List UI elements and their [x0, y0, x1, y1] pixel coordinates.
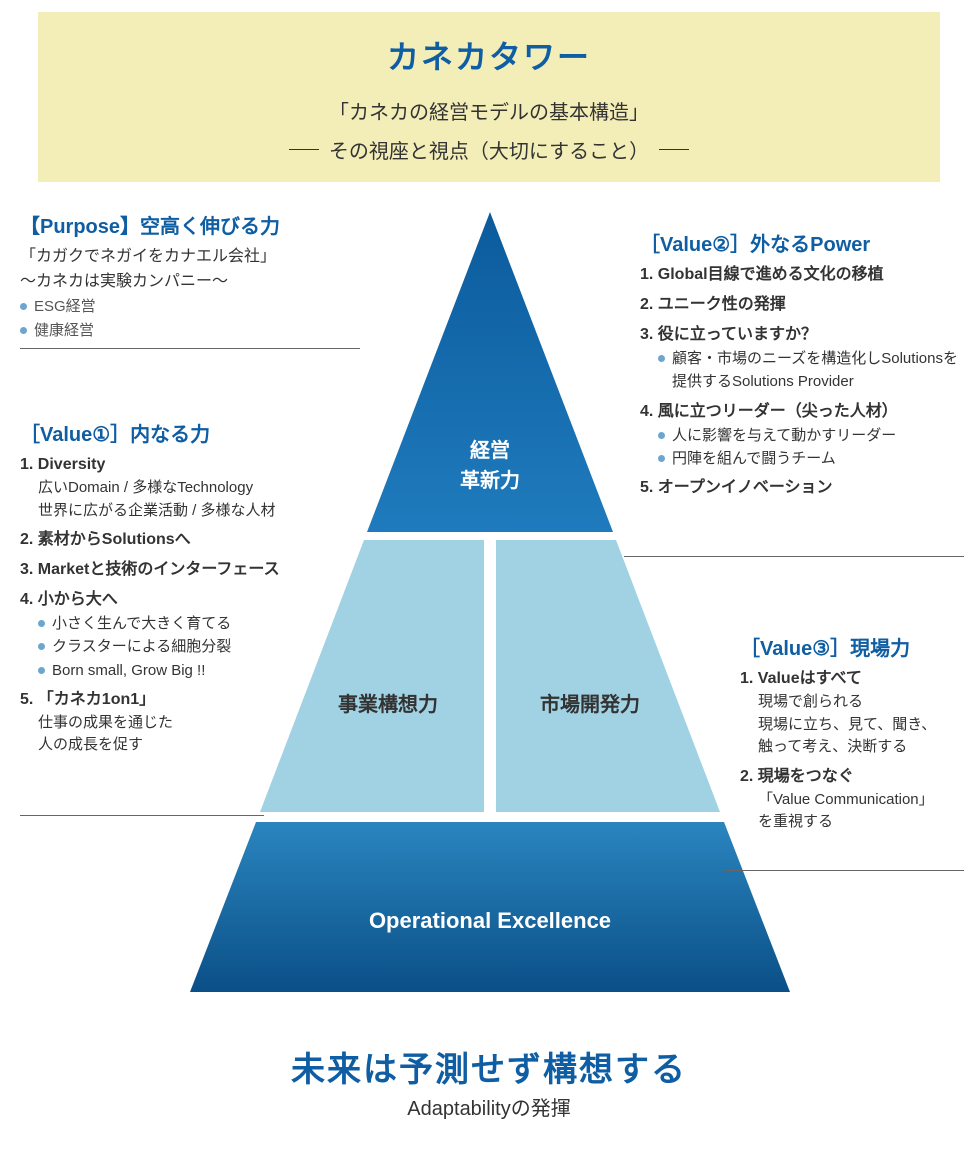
value2-item-2: 2. ユニーク性の発揮 [640, 293, 970, 317]
value2-item-3-b1: 顧客・市場のニーズを構造化しSolutionsを提供するSolutions Pr… [658, 347, 970, 394]
header-subtitle-2: その視座と視点（大切にすること） [329, 135, 649, 164]
value3-item-1-sub2: 現場に立ち、見て、聞き、 [758, 714, 978, 737]
value3-item-1-sub1: 現場で創られる [758, 691, 978, 714]
pyramid-apex-label-1: 経営 [430, 434, 550, 463]
pyramid-base-label: Operational Excellence [290, 908, 690, 934]
value2-item-4-b1: 人に影響を与えて動かすリーダー [658, 424, 970, 447]
value3-item-1: 1. Valueはすべて [740, 667, 978, 691]
value1-item-3: 3. Marketと技術のインターフェース [20, 558, 340, 582]
value1-item-4: 4. 小から大へ [20, 588, 340, 612]
value3-title: ［Value③］現場力 [740, 632, 978, 661]
value2-item-5: 5. オープンイノベーション [640, 476, 970, 500]
footer-title: 未来は予測せず構想する [0, 1042, 978, 1091]
value2-item-3: 3. 役に立っていますか？ [640, 323, 970, 347]
value1-item-2: 2. 素材からSolutionsへ [20, 528, 340, 552]
value1-item-1: 1. Diversity [20, 453, 340, 477]
purpose-title: 【Purpose】空高く伸びる力 [20, 210, 350, 239]
header-subtitle-1: 「カネカの経営モデルの基本構造」 [38, 96, 940, 125]
pyramid-apex-label-2: 革新力 [430, 464, 550, 493]
header-banner: カネカタワー 「カネカの経営モデルの基本構造」 その視座と視点（大切にすること） [38, 12, 940, 182]
value3-item-2-sub2: を重視する [758, 811, 978, 834]
purpose-line2: ～カネカは実験カンパニー～ [20, 270, 350, 295]
pyramid-mid-right-label: 市場開発力 [510, 688, 670, 717]
footer-subtitle: Adaptabilityの発揮 [0, 1092, 978, 1121]
value3-block: ［Value③］現場力 1. Valueはすべて 現場で創られる 現場に立ち、見… [740, 632, 978, 834]
divider-left [289, 149, 319, 150]
header-subtitle-2-wrap: その視座と視点（大切にすること） [38, 135, 940, 164]
value1-item-1-sub2: 世界に広がる企業活動 / 多様な人材 [38, 500, 340, 523]
value2-title: ［Value②］外なるPower [640, 228, 970, 257]
purpose-bullet-2: 健康経営 [20, 319, 350, 343]
value1-item-5-sub2: 人の成長を促す [38, 734, 340, 757]
purpose-block: 【Purpose】空高く伸びる力 「カガクでネガイをカナエル会社」 ～カネカは実… [20, 210, 350, 343]
value1-item-5-sub1: 仕事の成果を通じた [38, 712, 340, 735]
header-title: カネカタワー [38, 32, 940, 78]
purpose-line1: 「カガクでネガイをカナエル会社」 [20, 245, 350, 270]
value1-item-1-sub1: 広いDomain / 多様なTechnology [38, 477, 340, 500]
rule-value3 [724, 870, 964, 871]
value2-item-1: 1. Global目線で進める文化の移植 [640, 263, 970, 287]
value1-item-4-b1: 小さく生んで大きく育てる [38, 612, 340, 635]
rule-value1 [20, 815, 264, 816]
value1-item-4-b2: クラスターによる細胞分裂 [38, 635, 340, 658]
value1-title: ［Value①］内なる力 [20, 418, 340, 447]
value1-item-5: 5. 「カネカ1on1」 [20, 688, 340, 712]
value1-item-4-b3: Born small, Grow Big !! [38, 659, 340, 682]
purpose-bullet-1: ESG経営 [20, 295, 350, 319]
rule-value2 [624, 556, 964, 557]
value1-block: ［Value①］内なる力 1. Diversity 広いDomain / 多様な… [20, 418, 340, 757]
value2-block: ［Value②］外なるPower 1. Global目線で進める文化の移植 2.… [640, 228, 970, 500]
divider-right [659, 149, 689, 150]
value2-item-4-b2: 円陣を組んで闘うチーム [658, 447, 970, 470]
value2-item-4: 4. 風に立つリーダー（尖った人材） [640, 400, 970, 424]
value3-item-2-sub1: 「Value Communication」 [758, 789, 978, 812]
rule-purpose [20, 348, 360, 349]
value3-item-1-sub3: 触って考え、決断する [758, 736, 978, 759]
value3-item-2: 2. 現場をつなぐ [740, 765, 978, 789]
